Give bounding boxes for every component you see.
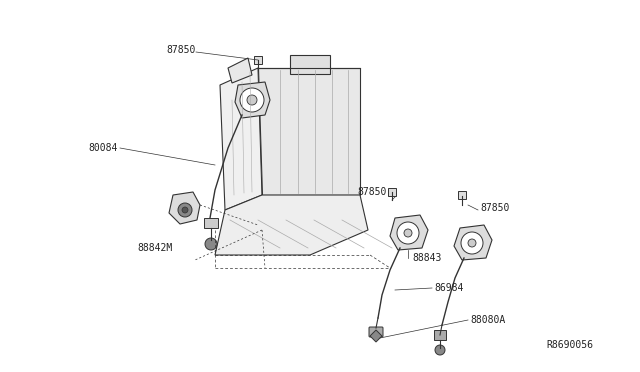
- Polygon shape: [169, 192, 200, 224]
- Text: 88080A: 88080A: [470, 315, 505, 325]
- Text: 88842M: 88842M: [138, 243, 173, 253]
- Text: R8690056: R8690056: [547, 340, 593, 350]
- Text: 80084: 80084: [88, 143, 118, 153]
- Bar: [254, 56, 262, 64]
- Circle shape: [182, 207, 188, 213]
- Polygon shape: [220, 68, 262, 210]
- Polygon shape: [235, 82, 270, 118]
- Polygon shape: [215, 195, 368, 255]
- Text: 88843: 88843: [412, 253, 442, 263]
- Text: 87850: 87850: [480, 203, 509, 213]
- FancyBboxPatch shape: [369, 327, 383, 337]
- Polygon shape: [228, 58, 252, 83]
- Polygon shape: [454, 225, 492, 260]
- Polygon shape: [290, 55, 330, 74]
- Bar: [204, 218, 218, 228]
- Circle shape: [205, 238, 217, 250]
- Bar: [388, 188, 396, 196]
- Circle shape: [461, 232, 483, 254]
- Polygon shape: [370, 330, 382, 342]
- Bar: [434, 330, 446, 340]
- Text: 87850: 87850: [357, 187, 387, 197]
- Text: 86984: 86984: [434, 283, 463, 293]
- Circle shape: [397, 222, 419, 244]
- Polygon shape: [390, 215, 428, 250]
- Circle shape: [247, 95, 257, 105]
- Circle shape: [435, 345, 445, 355]
- Circle shape: [468, 239, 476, 247]
- Polygon shape: [258, 68, 360, 195]
- Circle shape: [404, 229, 412, 237]
- Text: 87850: 87850: [166, 45, 196, 55]
- Circle shape: [240, 88, 264, 112]
- Circle shape: [178, 203, 192, 217]
- Bar: [458, 191, 466, 199]
